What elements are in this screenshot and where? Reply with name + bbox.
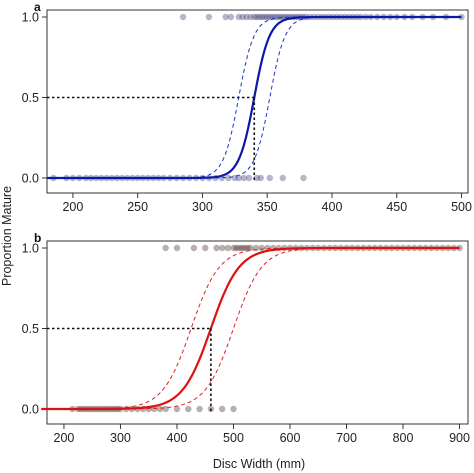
data-point	[244, 244, 251, 252]
x-tick-label: 400	[167, 431, 188, 445]
data-point	[162, 244, 169, 252]
data-point	[233, 244, 240, 252]
data-point	[224, 244, 232, 252]
y-tick-label: 1.0	[22, 242, 39, 256]
x-tick-label: 200	[54, 431, 75, 445]
data-point	[235, 244, 243, 252]
data-point	[227, 13, 235, 21]
data-point	[179, 13, 187, 21]
x-tick-label: 200	[62, 200, 83, 214]
panel-label: a	[34, 0, 41, 14]
y-axis-title: Proportion Mature	[0, 186, 14, 286]
data-point	[300, 174, 307, 182]
data-point	[213, 244, 220, 252]
x-tick-label: 500	[223, 431, 244, 445]
y-tick-label: 1.0	[22, 11, 39, 25]
data-point	[241, 244, 248, 252]
x-tick-label: 700	[336, 431, 357, 445]
plot-frame	[46, 9, 469, 194]
data-point	[456, 244, 463, 252]
data-point	[261, 13, 268, 21]
data-point	[190, 244, 198, 252]
data-point	[266, 13, 274, 21]
y-tick-label: 0.5	[22, 91, 39, 105]
data-point	[162, 405, 169, 413]
x-tick-label: 900	[449, 431, 470, 445]
data-point	[245, 174, 253, 182]
data-point	[173, 244, 181, 252]
x-tick-label: 600	[280, 431, 301, 445]
data-point	[218, 244, 226, 252]
data-point	[225, 174, 232, 182]
data-point	[156, 405, 164, 413]
data-point	[274, 13, 281, 21]
data-point	[173, 405, 181, 413]
data-point	[253, 174, 261, 182]
data-point	[218, 405, 226, 413]
x-axis-title: Disc Width (mm)	[213, 457, 305, 471]
x-tick-label: 300	[192, 200, 213, 214]
y-tick-label: 0.5	[22, 322, 39, 336]
data-point	[243, 13, 250, 21]
data-point	[279, 174, 286, 182]
data-point	[235, 174, 242, 182]
data-point	[264, 13, 271, 21]
data-point	[240, 174, 248, 182]
x-tick-label: 350	[257, 200, 278, 214]
x-tick-label: 450	[386, 200, 407, 214]
x-tick-label: 400	[322, 200, 343, 214]
panel-b: b 200 300 400 500 600 700 800 900 0.0 0.5 1.0	[22, 231, 470, 445]
data-point	[253, 13, 261, 21]
data-point	[239, 13, 246, 21]
fit-line	[41, 246, 460, 411]
data-point	[257, 174, 264, 182]
data-point	[185, 405, 192, 413]
data-point	[230, 405, 237, 413]
x-tick-label: 250	[127, 200, 148, 214]
data-point	[202, 244, 209, 252]
data-point	[458, 13, 465, 21]
data-point	[258, 13, 266, 21]
data-point	[205, 13, 213, 21]
plot-frame	[46, 240, 469, 425]
data-point	[258, 244, 265, 252]
x-tick-label: 800	[393, 431, 414, 445]
data-point	[276, 13, 284, 21]
y-tick-label: 0.0	[22, 403, 39, 417]
data-point	[235, 13, 242, 21]
panel-a: a 200 250 300 350 400 450 500 0.0 0.5 1.0	[22, 0, 472, 214]
data-point	[266, 174, 274, 182]
y-tick-label: 0.0	[22, 172, 39, 186]
data-point	[279, 13, 286, 21]
data-point	[256, 13, 263, 21]
data-point	[238, 244, 246, 252]
ci-lower-line	[41, 247, 460, 410]
data-point	[222, 13, 229, 21]
data-point	[247, 244, 254, 252]
data-point	[247, 13, 254, 21]
x-tick-label: 300	[110, 431, 131, 445]
x-tick-label: 500	[451, 200, 472, 214]
data-point	[230, 244, 237, 252]
data-point	[196, 405, 203, 413]
data-point	[251, 13, 258, 21]
panel-label: b	[34, 231, 41, 245]
